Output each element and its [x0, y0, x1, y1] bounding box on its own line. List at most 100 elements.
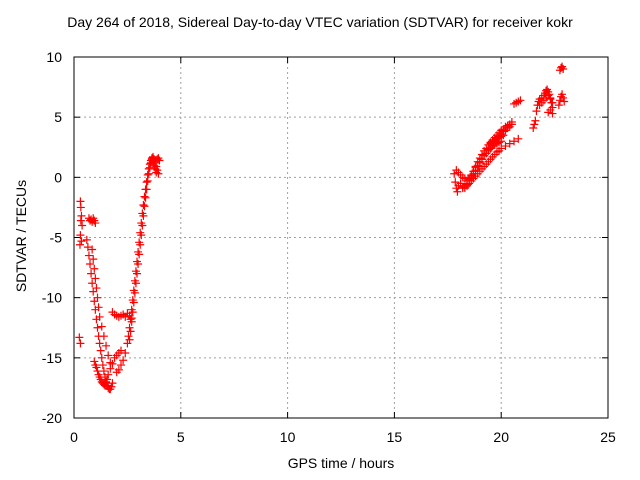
x-tick-label: 20 — [493, 429, 509, 445]
data-point — [108, 359, 117, 368]
data-point — [529, 123, 538, 132]
y-tick-label: 10 — [46, 49, 62, 65]
x-axis-label: GPS time / hours — [287, 455, 395, 471]
data-point — [137, 231, 146, 240]
data-point — [116, 346, 125, 355]
data-point — [548, 98, 557, 107]
data-point — [531, 116, 540, 125]
data-point — [91, 274, 100, 283]
data-point — [499, 131, 508, 140]
data-point — [144, 169, 153, 178]
data-point — [75, 240, 84, 249]
data-point — [152, 168, 161, 177]
data-point — [530, 120, 539, 129]
data-point — [127, 317, 136, 326]
y-tick-label: 5 — [54, 109, 62, 125]
data-point — [554, 101, 563, 110]
data-point — [86, 259, 95, 268]
data-point — [151, 164, 160, 173]
data-point — [559, 93, 568, 102]
data-point — [140, 202, 149, 211]
data-point — [142, 185, 151, 194]
data-point — [106, 364, 115, 373]
x-tick-label: 0 — [70, 429, 78, 445]
data-point — [514, 134, 523, 143]
data-point — [140, 192, 149, 201]
data-point — [143, 176, 152, 185]
data-point — [453, 187, 462, 196]
data-point — [150, 161, 159, 170]
data-point — [104, 351, 113, 360]
data-point — [92, 284, 101, 293]
data-point — [87, 269, 96, 278]
data-point — [90, 264, 99, 273]
data-point — [92, 363, 101, 372]
data-point — [78, 221, 87, 230]
data-point — [131, 279, 140, 288]
data-point — [135, 250, 144, 259]
y-tick-label: -5 — [50, 230, 63, 246]
data-point — [558, 90, 567, 99]
data-point — [497, 144, 506, 153]
y-tick-label: -10 — [42, 290, 62, 306]
data-point — [76, 203, 85, 212]
grid-lines — [74, 57, 608, 418]
data-point — [84, 251, 93, 260]
data-point — [94, 303, 103, 312]
data-point — [125, 335, 134, 344]
data-point — [91, 219, 100, 228]
data-point — [116, 361, 125, 370]
y-tick-label: 0 — [54, 169, 62, 185]
data-points — [75, 62, 569, 394]
data-point — [102, 341, 111, 350]
y-tick-label: -15 — [42, 350, 62, 366]
data-point — [546, 95, 555, 104]
x-tick-label: 10 — [280, 429, 296, 445]
data-point — [102, 379, 111, 388]
data-point — [93, 323, 102, 332]
data-point — [119, 356, 128, 365]
data-point — [450, 169, 459, 178]
data-point — [128, 308, 137, 317]
data-point — [90, 357, 99, 366]
x-tick-label: 5 — [177, 429, 185, 445]
data-point — [133, 269, 142, 278]
data-point — [129, 298, 138, 307]
data-point — [136, 240, 145, 249]
y-tick-label: -20 — [42, 410, 62, 426]
data-point — [88, 245, 97, 254]
data-point — [532, 107, 541, 116]
data-point — [103, 375, 112, 384]
data-point — [77, 211, 86, 220]
data-point — [123, 339, 132, 348]
data-point — [76, 216, 85, 225]
data-point — [507, 120, 516, 129]
data-point — [98, 361, 107, 370]
data-point — [89, 255, 98, 264]
data-point — [114, 365, 123, 374]
data-point — [145, 163, 154, 172]
x-tick-label: 25 — [600, 429, 616, 445]
data-point — [76, 339, 85, 348]
data-point — [560, 97, 569, 106]
x-tick-label: 15 — [387, 429, 403, 445]
data-point — [83, 243, 92, 252]
data-point — [104, 370, 113, 379]
data-point — [125, 323, 134, 332]
data-point — [95, 339, 104, 348]
data-point — [139, 201, 148, 210]
data-point — [138, 221, 147, 230]
data-point — [75, 333, 84, 342]
data-point — [126, 327, 135, 336]
data-point — [76, 231, 85, 240]
data-point — [107, 382, 116, 391]
y-axis-label: SDTVAR / TECUs — [13, 179, 29, 293]
data-point — [139, 211, 148, 220]
data-point — [121, 349, 130, 358]
data-point — [501, 142, 510, 151]
data-point — [96, 346, 105, 355]
data-point — [155, 156, 164, 165]
data-point — [99, 332, 108, 341]
axis-ticks: 0 5 10 15 20 25 10 5 0 -5 -10 -15 -20 — [42, 49, 616, 445]
